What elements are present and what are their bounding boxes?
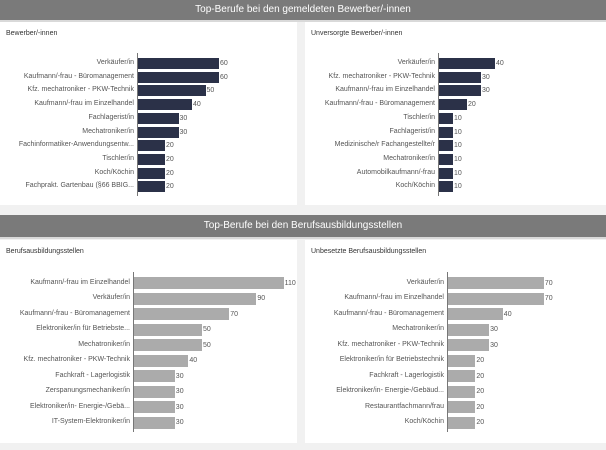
- bar[interactable]: [138, 85, 206, 97]
- bar[interactable]: [134, 339, 202, 352]
- bar[interactable]: [134, 416, 175, 429]
- chart-title: Bewerber/-innen: [6, 30, 58, 37]
- bar[interactable]: [448, 354, 476, 367]
- bar[interactable]: [439, 85, 481, 97]
- bar[interactable]: [138, 71, 219, 83]
- panel-unversorgte-bewerber: Unversorgte Bewerber/-innen: [305, 22, 606, 205]
- bar[interactable]: [439, 181, 453, 193]
- bar[interactable]: [134, 308, 230, 321]
- bar[interactable]: [134, 354, 189, 367]
- bar[interactable]: [448, 323, 490, 336]
- bar[interactable]: [134, 323, 202, 336]
- bar[interactable]: [448, 339, 490, 352]
- bar[interactable]: [138, 181, 165, 193]
- bar[interactable]: [448, 416, 476, 429]
- bar[interactable]: [134, 385, 175, 398]
- bar[interactable]: [439, 71, 481, 83]
- bar[interactable]: [439, 140, 453, 152]
- bar[interactable]: [439, 58, 495, 69]
- section-header-ausbildungsstellen: Top-Berufe bei den Berufsausbildungsstel…: [0, 215, 606, 239]
- bar[interactable]: [134, 277, 284, 289]
- bar[interactable]: [448, 308, 503, 321]
- bar[interactable]: [138, 126, 179, 138]
- bar[interactable]: [134, 370, 175, 383]
- bar[interactable]: [138, 112, 179, 124]
- chart-title: Unversorgte Bewerber/-innen: [311, 30, 403, 37]
- bar[interactable]: [138, 58, 219, 69]
- bar[interactable]: [439, 167, 453, 179]
- bar[interactable]: [134, 401, 175, 414]
- bar[interactable]: [134, 292, 257, 305]
- bar[interactable]: [448, 292, 544, 305]
- bar[interactable]: [138, 153, 165, 165]
- chart-title: Berufsausbildungsstellen: [6, 248, 84, 255]
- bar[interactable]: [138, 167, 165, 179]
- bar[interactable]: [448, 401, 476, 414]
- bar[interactable]: [448, 370, 476, 383]
- bar[interactable]: [439, 153, 453, 165]
- bar[interactable]: [439, 112, 453, 124]
- bar[interactable]: [448, 385, 476, 398]
- bar[interactable]: [448, 277, 544, 289]
- section-header-bewerber: Top-Berufe bei den gemeldeten Bewerber/-…: [0, 0, 606, 22]
- bar[interactable]: [138, 140, 165, 152]
- bar[interactable]: [138, 99, 192, 111]
- chart-title: Unbesetzte Berufsausbildungsstellen: [311, 248, 427, 255]
- bar[interactable]: [439, 126, 453, 138]
- bar[interactable]: [439, 99, 467, 111]
